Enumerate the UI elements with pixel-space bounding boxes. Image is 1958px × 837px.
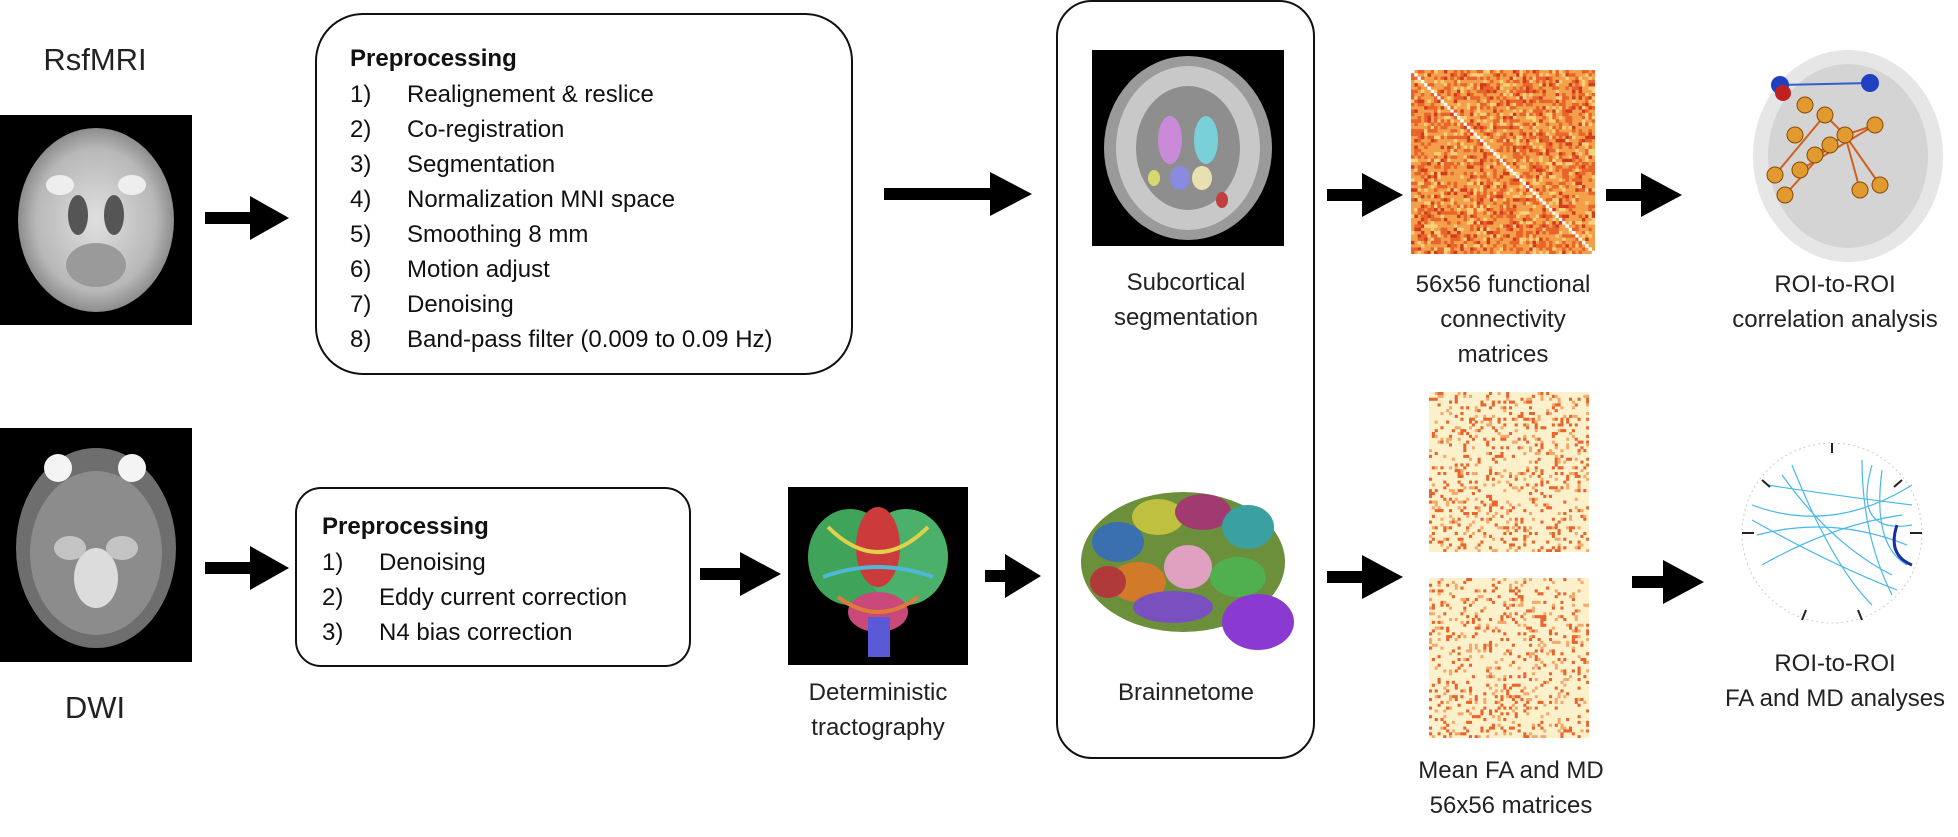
dwi-preprocessing-title: Preprocessing — [322, 513, 489, 540]
functional-connectivity-matrix — [1411, 70, 1595, 254]
arrow-functional-to-correlation — [1606, 173, 1682, 217]
tractography-image — [788, 487, 968, 665]
dwi-step: 1) Denoising — [322, 549, 486, 576]
correlation-analysis-label: ROI-to-ROI correlation analysis — [1732, 271, 1938, 333]
rsfmri-step: 5) Smoothing 8 mm — [350, 221, 589, 248]
brainnetome-label: Brainnetome — [1117, 679, 1255, 706]
rsfmri-step: 6) Motion adjust — [350, 256, 550, 283]
structural-matrix-label: Mean FA and MD 56x56 matrices — [1418, 757, 1604, 819]
tractography-label: Deterministic tractography — [808, 679, 948, 741]
rsfmri-preprocessing-title: Preprocessing — [350, 45, 517, 72]
rsfmri-step: 4) Normalization MNI space — [350, 186, 676, 213]
roi-connectogram-image — [1722, 425, 1942, 640]
fa-matrix — [1429, 392, 1589, 552]
rsfmri-step: 1) Realignement & reslice — [350, 81, 654, 108]
rsfmri-brain-image — [0, 115, 192, 325]
rsfmri-step: 8) Band-pass filter (0.009 to 0.09 Hz) — [350, 326, 773, 353]
rsfmri-step: 3) Segmentation — [350, 151, 556, 178]
dwi-brain-image — [0, 428, 192, 662]
subcortical-segmentation-label: Subcortical segmentation — [1113, 269, 1259, 331]
dwi-step: 2) Eddy current correction — [322, 584, 628, 611]
rsfmri-step: 7) Denoising — [350, 291, 514, 318]
dwi-step: 3) N4 bias correction — [322, 619, 573, 646]
fa-md-analysis-label: ROI-to-ROI FA and MD analyses — [1724, 650, 1946, 712]
rsfmri-preprocessing-box: Preprocessing 1) Realignement & reslice 2… — [315, 13, 853, 375]
rsfmri-label: RsfMRI — [43, 42, 147, 77]
arrow-dwi-to-preprocessing — [205, 546, 289, 590]
arrow-rsfmri-to-preprocessing — [205, 196, 289, 240]
roi-correlation-brain-image — [1745, 45, 1951, 267]
arrow-structural-to-fa-md — [1632, 560, 1704, 604]
arrow-preprocessing-to-segmentation — [884, 172, 1032, 216]
arrow-brainnetome-to-structural — [1327, 555, 1403, 599]
arrow-tractography-to-brainnetome — [985, 554, 1041, 598]
arrow-segmentation-to-functional — [1327, 173, 1403, 217]
subcortical-segmentation-image — [1092, 50, 1284, 246]
md-matrix — [1429, 578, 1589, 738]
dwi-label: DWI — [64, 690, 126, 725]
brainnetome-atlas-image — [1078, 482, 1296, 660]
dwi-preprocessing-box: Preprocessing 1) Denoising 2) Eddy current… — [295, 487, 691, 667]
arrow-dwi-pre-to-tractography — [700, 552, 781, 596]
functional-matrix-label: 56x56 functional connectivity matrices — [1415, 271, 1591, 368]
rsfmri-step: 2) Co-registration — [350, 116, 565, 143]
